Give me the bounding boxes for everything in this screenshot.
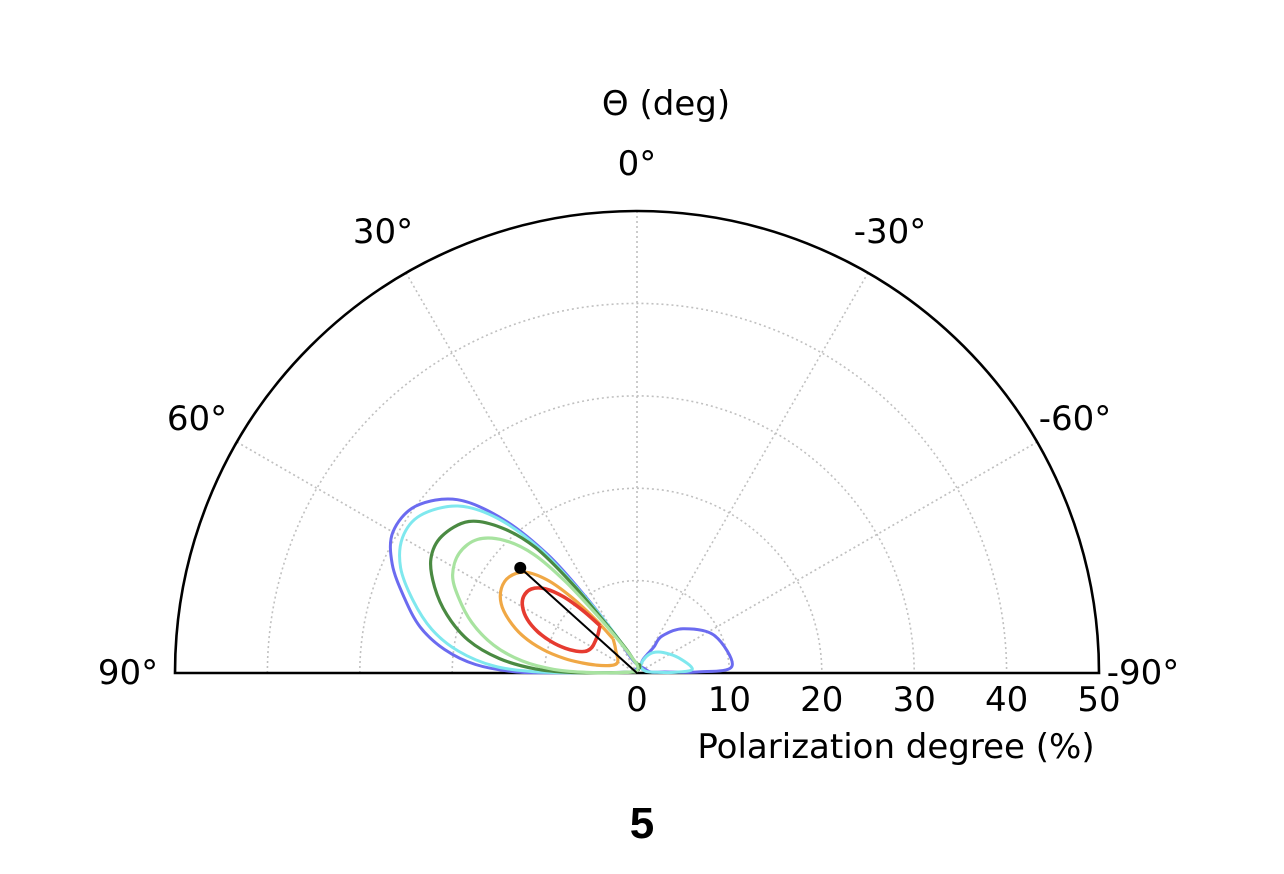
radial-grid-ring xyxy=(359,395,915,674)
angle-tick-label: 90° xyxy=(98,653,158,693)
radial-grid-ring xyxy=(266,302,1008,674)
angle-tick-label: 30° xyxy=(353,212,413,252)
angular-grid-line xyxy=(636,272,869,674)
angle-tick-label: 60° xyxy=(167,399,227,439)
angle-tick-label: -30° xyxy=(854,212,927,252)
contour-line-4 xyxy=(450,536,640,675)
angular-grid-line xyxy=(405,272,638,674)
best-fit-vector xyxy=(519,567,638,674)
x-axis-label: Polarization degree (%) xyxy=(697,727,1094,767)
best-fit-marker xyxy=(514,561,638,674)
angle-tick-label: -60° xyxy=(1039,399,1112,439)
radial-grid-ring xyxy=(451,487,823,674)
angular-grid-line xyxy=(236,441,638,674)
radial-tick-label: 30 xyxy=(893,680,936,720)
angle-tick-label: 0° xyxy=(618,144,657,184)
radial-tick-label: 50 xyxy=(1077,680,1120,720)
radial-tick-label: 0 xyxy=(626,680,648,720)
contour-line-6 xyxy=(520,586,602,654)
polar-grid xyxy=(173,209,1101,675)
angle-tick-label: -90° xyxy=(1107,653,1180,693)
polar-frame xyxy=(173,209,1101,675)
radial-grid-ring xyxy=(543,579,731,674)
radial-tick-label: 40 xyxy=(985,680,1028,720)
radial-tick-label: 20 xyxy=(800,680,843,720)
radial-tick-labels: 0 10 20 30 40 50 xyxy=(626,680,1120,720)
confidence-contours xyxy=(388,497,734,675)
radial-tick-label: 10 xyxy=(708,680,751,720)
angular-grid-line xyxy=(636,441,1038,674)
angle-tick-labels: 0° 30° -30° 60° -60° 90° -90° xyxy=(98,144,1179,693)
best-fit-point xyxy=(514,561,527,574)
contour-line-5 xyxy=(498,570,620,668)
chart-title: Θ (deg) xyxy=(602,84,730,124)
panel-number: 5 xyxy=(630,799,654,848)
